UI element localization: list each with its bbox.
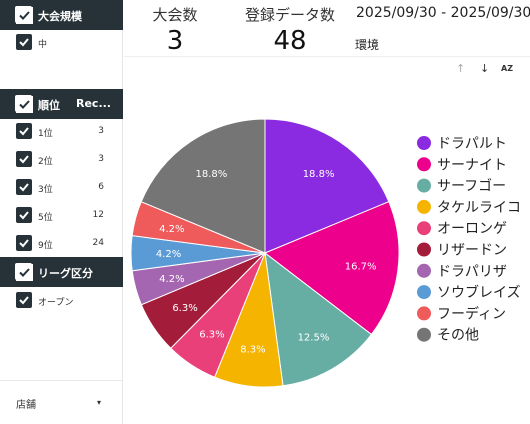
pie-slice-label-2: 12.5% xyxy=(298,332,330,343)
date-range-picker[interactable]: 2025/09/30 - 2025/09/30 xyxy=(356,5,530,21)
legend-marker-1[interactable] xyxy=(417,157,431,172)
filter-item[interactable]: 中 xyxy=(0,33,123,53)
legend-label-0[interactable]: ドラパルト xyxy=(437,136,507,152)
filter-item-label: 3位 xyxy=(38,185,53,195)
legend-marker-4[interactable] xyxy=(417,221,431,236)
pie-slice-2[interactable] xyxy=(264,251,373,387)
sort-descending-icon[interactable]: ↓ xyxy=(480,62,490,75)
divider xyxy=(0,380,123,381)
filter-title: 順位 xyxy=(38,99,60,112)
pie-slice-9[interactable] xyxy=(140,118,266,254)
filter-item-count: 24 xyxy=(92,238,104,248)
legend-marker-6[interactable] xyxy=(417,263,431,278)
legend-label-8[interactable]: フーディン xyxy=(437,305,506,322)
legend-label-5[interactable]: リザードン xyxy=(437,243,507,259)
checkbox-icon[interactable] xyxy=(16,151,32,167)
legend-label-9[interactable]: その他 xyxy=(437,328,479,344)
legend-marker-8[interactable] xyxy=(417,306,431,321)
kpi-value-tournaments: 3 xyxy=(166,26,184,56)
sort-alphabetical-icon[interactable]: AZ xyxy=(501,64,513,73)
checkbox-icon[interactable] xyxy=(16,207,32,223)
filter-item[interactable]: 5位 12 xyxy=(0,206,123,226)
pie-chart: 18.8% 16.7% 12.5% 8.3% 6.3% 6.3% 4.2% 4.2% 4.2% 1… xyxy=(130,118,521,388)
filter-item-label: 中 xyxy=(38,40,48,50)
chevron-down-icon[interactable]: ▾ xyxy=(97,398,102,407)
pie-slice-label-4: 6.3% xyxy=(199,330,224,341)
legend-marker-3[interactable] xyxy=(417,199,431,214)
filter-item[interactable]: 3位 6 xyxy=(0,178,123,198)
pie-slice-1[interactable] xyxy=(264,201,400,336)
pie-slice-label-6: 4.2% xyxy=(159,274,184,285)
checkbox-icon[interactable] xyxy=(16,292,32,308)
filter-item[interactable]: 1位 3 xyxy=(0,122,123,142)
checkbox-icon[interactable] xyxy=(15,95,33,113)
pie-slice-label-7: 4.2% xyxy=(156,249,181,260)
filter-item-label: 2位 xyxy=(38,157,53,167)
kpi-label-entries: 登録データ数 xyxy=(244,6,335,24)
filter-item-count: 3 xyxy=(98,126,104,136)
filter-item-count: 12 xyxy=(92,210,104,220)
legend-label-7[interactable]: ソウブレイズ xyxy=(437,284,521,301)
checkbox-icon[interactable] xyxy=(16,123,32,139)
checkbox-icon[interactable] xyxy=(16,235,32,251)
legend-label-1[interactable]: サーナイト xyxy=(437,157,507,173)
pie-slice-label-5: 6.3% xyxy=(172,303,197,314)
legend-label-6[interactable]: ドラパリザ xyxy=(437,264,507,280)
pie-slice-label-8: 4.2% xyxy=(159,224,184,235)
legend-label-4[interactable]: オーロンゲ xyxy=(437,221,507,237)
filter-item-label: 9位 xyxy=(38,241,53,251)
pie-slice-label-1: 16.7% xyxy=(345,262,377,273)
filter-title: 大会規模 xyxy=(38,10,82,23)
filter-item-count: 6 xyxy=(98,182,104,192)
checkbox-icon[interactable] xyxy=(16,179,32,195)
pie-slice-0[interactable] xyxy=(264,118,390,254)
filter-item-label: 1位 xyxy=(38,129,53,139)
checkbox-icon[interactable] xyxy=(16,34,32,50)
kpi-label-tournaments: 大会数 xyxy=(152,6,198,24)
pie-slice-label-3: 8.3% xyxy=(240,345,265,356)
filter-item[interactable]: 2位 3 xyxy=(0,150,123,170)
kpi-value-entries: 48 xyxy=(273,26,307,56)
filter-item-label: オープン xyxy=(38,298,74,308)
pie-slice-label-9: 18.8% xyxy=(196,169,228,180)
legend-marker-7[interactable] xyxy=(417,285,431,300)
pie-slice-label-0: 18.8% xyxy=(303,169,335,180)
filter-header-tournament-size[interactable]: 大会規模 xyxy=(0,0,123,30)
divider xyxy=(124,56,530,57)
filter-item[interactable]: オープン xyxy=(0,291,123,311)
record-count-header[interactable]: Rec... xyxy=(76,97,111,110)
filter-sidebar: 大会規模 中 順位 Rec... 1位 3 2位 3 3位 6 5位 12 9位… xyxy=(0,0,123,424)
environment-filter-label[interactable]: 環境 xyxy=(355,38,380,52)
legend-marker-5[interactable] xyxy=(417,242,431,257)
legend-marker-9[interactable] xyxy=(417,327,431,342)
checkbox-icon[interactable] xyxy=(15,263,33,281)
legend-label-2[interactable]: サーフゴー xyxy=(437,178,506,195)
filter-header-league[interactable]: リーグ区分 xyxy=(0,257,123,287)
legend-marker-0[interactable] xyxy=(417,136,431,150)
filter-item-label: 5位 xyxy=(38,213,53,223)
legend-marker-2[interactable] xyxy=(417,178,431,193)
sort-ascending-icon[interactable]: ↑ xyxy=(456,62,466,75)
store-dropdown-label[interactable]: 店舗 xyxy=(16,400,36,411)
legend-label-3[interactable]: タケルライコ xyxy=(437,200,521,216)
filter-title: リーグ区分 xyxy=(38,267,93,280)
filter-item-count: 3 xyxy=(98,154,104,164)
checkbox-icon[interactable] xyxy=(15,6,33,24)
filter-header-rank[interactable]: 順位 Rec... xyxy=(0,89,123,119)
filter-item[interactable]: 9位 24 xyxy=(0,234,123,254)
